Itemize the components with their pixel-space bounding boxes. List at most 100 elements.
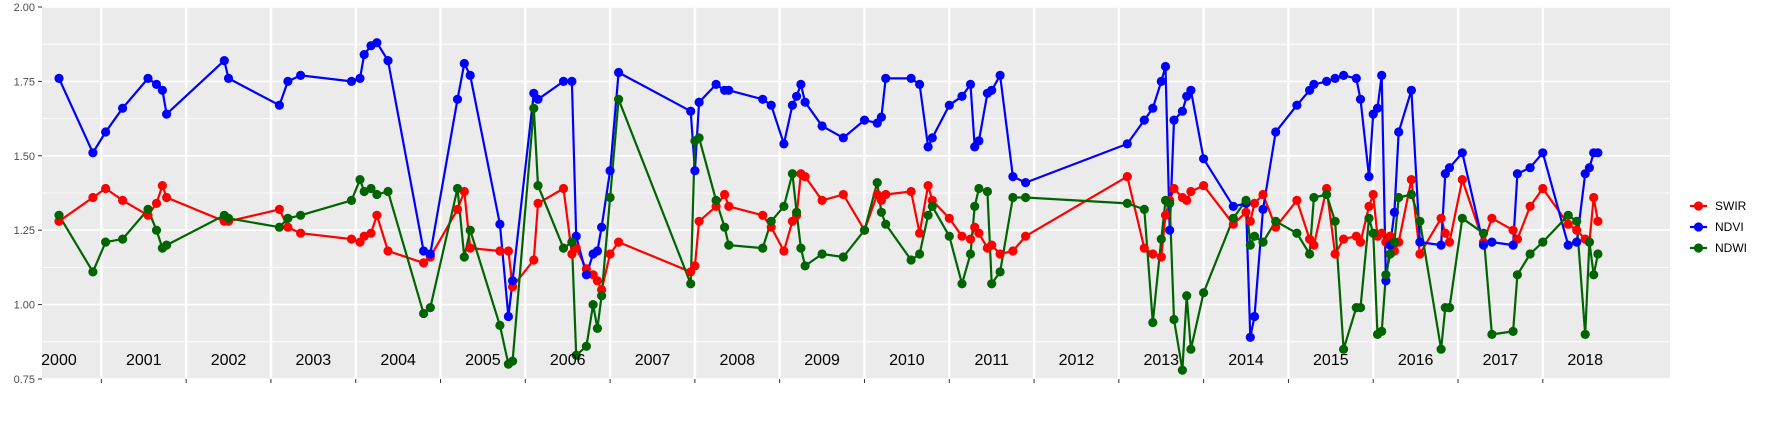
data-point-ndwi xyxy=(766,216,776,226)
data-point-ndvi xyxy=(88,148,98,158)
series-points xyxy=(54,38,1603,375)
y-tick-label: 1.00 xyxy=(14,300,35,312)
data-point-swir xyxy=(1292,195,1302,205)
data-point-ndvi xyxy=(1406,85,1416,95)
data-point-swir xyxy=(987,240,997,250)
data-point-swir xyxy=(283,222,293,232)
data-point-swir xyxy=(1593,216,1603,226)
data-point-swir xyxy=(503,246,513,256)
data-point-ndvi xyxy=(592,246,603,256)
data-point-ndwi xyxy=(838,252,848,262)
data-point-ndvi xyxy=(724,85,734,95)
data-point-ndvi xyxy=(1572,237,1582,247)
data-point-ndwi xyxy=(88,267,98,277)
data-point-swir xyxy=(452,204,463,214)
data-point-ndwi xyxy=(495,320,505,330)
data-point-swir xyxy=(1563,219,1573,229)
data-point-ndwi xyxy=(1177,365,1187,375)
legend-label: NDWI xyxy=(1715,241,1747,255)
data-point-ndvi xyxy=(1563,240,1573,250)
data-point-ndwi xyxy=(792,207,802,217)
data-point-ndwi xyxy=(915,249,925,259)
data-point-ndwi xyxy=(1563,210,1573,220)
data-point-ndvi xyxy=(1122,139,1132,149)
data-point-ndwi xyxy=(758,243,768,253)
data-point-ndwi xyxy=(876,207,887,217)
data-point-ndvi xyxy=(1249,311,1260,322)
data-point-ndvi xyxy=(101,127,111,137)
data-point-ndvi xyxy=(711,79,721,89)
data-point-ndvi xyxy=(957,91,967,101)
data-point-swir xyxy=(1589,192,1599,203)
data-point-ndwi xyxy=(711,195,721,205)
data-point-ndvi xyxy=(1525,163,1535,173)
data-point-ndvi xyxy=(157,85,167,95)
data-point-ndvi xyxy=(915,79,925,89)
data-point-ndvi xyxy=(283,76,293,86)
data-point-ndvi xyxy=(987,85,997,95)
data-point-ndwi xyxy=(1584,237,1594,247)
data-point-ndwi xyxy=(1478,228,1489,238)
data-point-ndwi xyxy=(507,356,518,366)
data-point-ndwi xyxy=(1487,329,1497,339)
data-point-ndvi xyxy=(425,249,435,259)
data-point-ndwi xyxy=(927,201,937,211)
data-point-ndwi xyxy=(1165,198,1175,208)
data-point-ndvi xyxy=(995,70,1005,80)
legend-label: NDVI xyxy=(1715,220,1744,234)
data-point-ndvi xyxy=(605,166,615,176)
data-point-ndvi xyxy=(766,100,776,110)
data-point-ndvi xyxy=(1148,103,1158,113)
data-point-ndwi xyxy=(346,195,357,205)
data-point-swir xyxy=(151,198,162,208)
data-point-ndvi xyxy=(1322,76,1332,86)
data-point-swir xyxy=(817,195,827,205)
data-point-ndvi xyxy=(567,76,577,86)
data-point-swir xyxy=(1186,186,1196,197)
data-point-swir xyxy=(101,183,111,194)
data-point-swir xyxy=(88,192,98,203)
legend-key-point xyxy=(1693,201,1704,211)
data-point-ndvi xyxy=(1228,201,1238,211)
y-tick-label: 1.75 xyxy=(14,76,35,88)
data-point-ndwi xyxy=(859,225,870,235)
data-point-ndvi xyxy=(296,70,306,80)
data-point-ndwi xyxy=(605,192,615,203)
data-point-ndwi xyxy=(274,222,284,232)
data-point-ndwi xyxy=(944,231,954,241)
data-point-ndvi xyxy=(1508,240,1518,250)
year-label: 2010 xyxy=(889,352,925,369)
data-point-ndvi xyxy=(686,106,696,116)
data-point-swir xyxy=(1148,249,1158,259)
data-point-ndwi xyxy=(1245,240,1255,250)
data-point-swir xyxy=(118,195,128,205)
data-point-swir xyxy=(906,186,916,197)
data-point-ndvi xyxy=(1186,85,1196,95)
data-point-ndwi xyxy=(383,186,393,197)
data-point-swir xyxy=(779,246,789,256)
data-point-ndvi xyxy=(974,136,984,146)
data-point-ndvi xyxy=(881,73,891,83)
data-point-swir xyxy=(995,249,1005,259)
data-point-ndwi xyxy=(1122,198,1132,208)
data-point-ndwi xyxy=(1368,228,1378,238)
data-point-ndvi xyxy=(1457,148,1467,158)
data-point-swir xyxy=(162,192,172,203)
data-point-ndvi xyxy=(143,73,153,83)
data-point-swir xyxy=(881,189,891,200)
data-point-swir xyxy=(1160,210,1171,220)
data-point-ndwi xyxy=(800,261,810,271)
data-point-ndvi xyxy=(965,79,976,89)
data-point-ndwi xyxy=(1385,249,1395,259)
year-label: 2003 xyxy=(296,352,332,369)
data-point-ndvi xyxy=(1292,100,1302,110)
year-label: 2001 xyxy=(126,352,162,369)
data-point-ndvi xyxy=(787,100,798,110)
data-point-ndwi xyxy=(355,175,365,185)
data-point-ndwi xyxy=(529,103,539,113)
data-point-swir xyxy=(274,204,284,214)
data-point-ndwi xyxy=(1394,192,1404,203)
year-label: 2009 xyxy=(804,352,840,369)
data-point-ndvi xyxy=(274,100,284,110)
data-point-ndwi xyxy=(881,219,891,229)
